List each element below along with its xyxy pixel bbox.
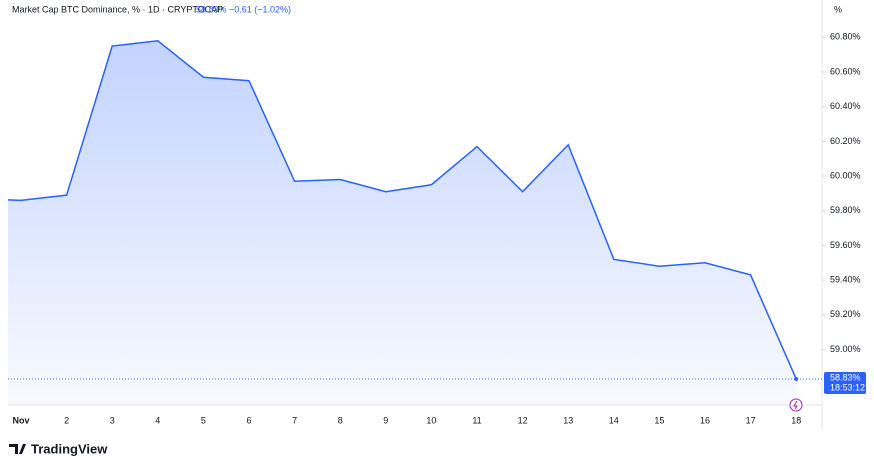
- y-tick-label: 60.20%: [830, 136, 861, 146]
- x-tick-label: 18: [791, 415, 801, 425]
- x-tick-label: 15: [654, 415, 664, 425]
- y-tick-label: 59.00%: [830, 344, 861, 354]
- logo-text: TradingView: [31, 441, 108, 456]
- countdown: 18:53:12: [830, 382, 865, 392]
- axis-unit: %: [834, 4, 842, 14]
- x-tick-label: 10: [426, 415, 436, 425]
- x-tick-label: 17: [746, 415, 756, 425]
- y-tick-label: 60.60%: [830, 66, 861, 76]
- y-tick-label: 59.20%: [830, 309, 861, 319]
- logo-mark: [9, 444, 26, 454]
- x-tick-label: 11: [472, 415, 481, 425]
- last-point: [794, 376, 799, 381]
- x-tick-label: 9: [383, 415, 388, 425]
- change: −0.61 (−1.02%): [229, 4, 291, 14]
- y-tick-label: 60.80%: [830, 32, 861, 42]
- x-tick-label: 3: [110, 415, 115, 425]
- y-tick-label: 59.80%: [830, 205, 861, 215]
- x-tick-label: 6: [246, 415, 251, 425]
- chart-title: Market Cap BTC Dominance, % · 1D · CRYPT…: [12, 4, 223, 14]
- y-tick-label: 60.40%: [830, 101, 861, 111]
- x-tick-label: 14: [609, 415, 619, 425]
- plot-area: [8, 40, 797, 405]
- event-icon-bolt: [793, 400, 798, 410]
- price-line: [8, 40, 797, 380]
- x-tick-label: 7: [292, 415, 297, 425]
- x-tick-label: 2: [64, 415, 69, 425]
- price: 58.83%: [196, 4, 227, 14]
- x-tick-label: 8: [338, 415, 343, 425]
- y-tick-label: 60.00%: [830, 170, 861, 180]
- area-fill: [8, 40, 797, 405]
- last-price-box: [824, 371, 866, 394]
- x-tick-label: 13: [563, 415, 573, 425]
- y-tick-label: 59.60%: [830, 240, 861, 250]
- x-tick-label: 5: [201, 415, 206, 425]
- x-tick-label: 4: [155, 415, 160, 425]
- x-tick-label: 12: [518, 415, 528, 425]
- last-price-label: 58.83%: [830, 372, 861, 382]
- event-icon[interactable]: [789, 398, 803, 412]
- x-tick-label: 16: [700, 415, 710, 425]
- y-tick-label: 59.40%: [830, 275, 861, 285]
- logo: TradingView: [9, 441, 108, 456]
- x-tick-label: Nov: [12, 415, 29, 425]
